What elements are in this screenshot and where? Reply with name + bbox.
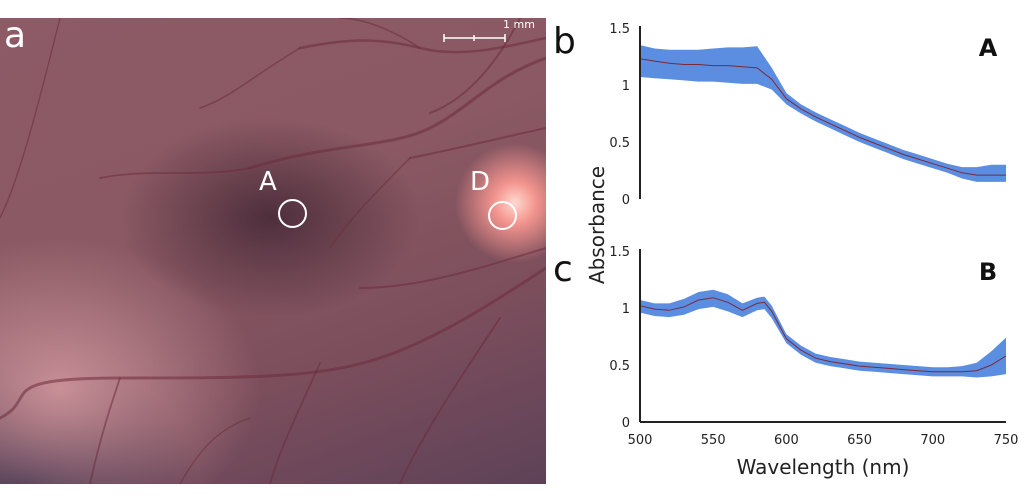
scale-bar-label: 1 mm [503, 18, 535, 31]
location-a-label: A [259, 167, 277, 197]
y-tick-label-top: 1.5 [609, 22, 630, 37]
x-tick-label: 650 [847, 433, 872, 448]
band-top [640, 45, 1006, 182]
series-label-bottom: B [979, 258, 997, 286]
y-tick-label-bottom: 1.5 [609, 245, 630, 260]
panel-label-b: b [553, 21, 576, 62]
retinal-vessels [0, 18, 546, 484]
x-tick-label: 550 [701, 433, 726, 448]
panel-label-a: a [4, 15, 27, 56]
y-tick-label-top: 0.5 [609, 136, 630, 151]
location-d-label: D [470, 167, 491, 197]
y-tick-label-bottom: 1 [622, 302, 630, 317]
x-axis-title: Wavelength (nm) [737, 455, 910, 479]
band-bottom [640, 289, 1006, 378]
location-d-marker [488, 201, 517, 230]
series-label-top: A [979, 34, 998, 62]
mean-line-bottom [639, 297, 1007, 373]
chart-top: 1.5 1 0.5 0 A [609, 22, 1006, 208]
y-tick-label-bottom: 0 [622, 416, 630, 431]
x-tick-label: 750 [994, 433, 1019, 448]
x-tick-label: 700 [920, 433, 945, 448]
mean-line-top [639, 58, 1006, 176]
y-tick-label-top: 0 [622, 193, 630, 208]
fundus-photograph [0, 18, 546, 484]
chart-bottom: 1.5 1 0.5 0 B 500 550 600 650 700 750 Wavelength (n… [609, 245, 1018, 479]
y-tick-label-bottom: 0.5 [609, 359, 630, 374]
location-a-marker [278, 199, 307, 228]
scale-bar [443, 34, 506, 42]
y-axis-title: Absorbance [585, 166, 609, 284]
panel-label-c: c [553, 249, 573, 290]
y-tick-label-top: 1 [622, 79, 630, 94]
x-tick-label: 600 [774, 433, 799, 448]
x-tick-label: 500 [628, 433, 653, 448]
